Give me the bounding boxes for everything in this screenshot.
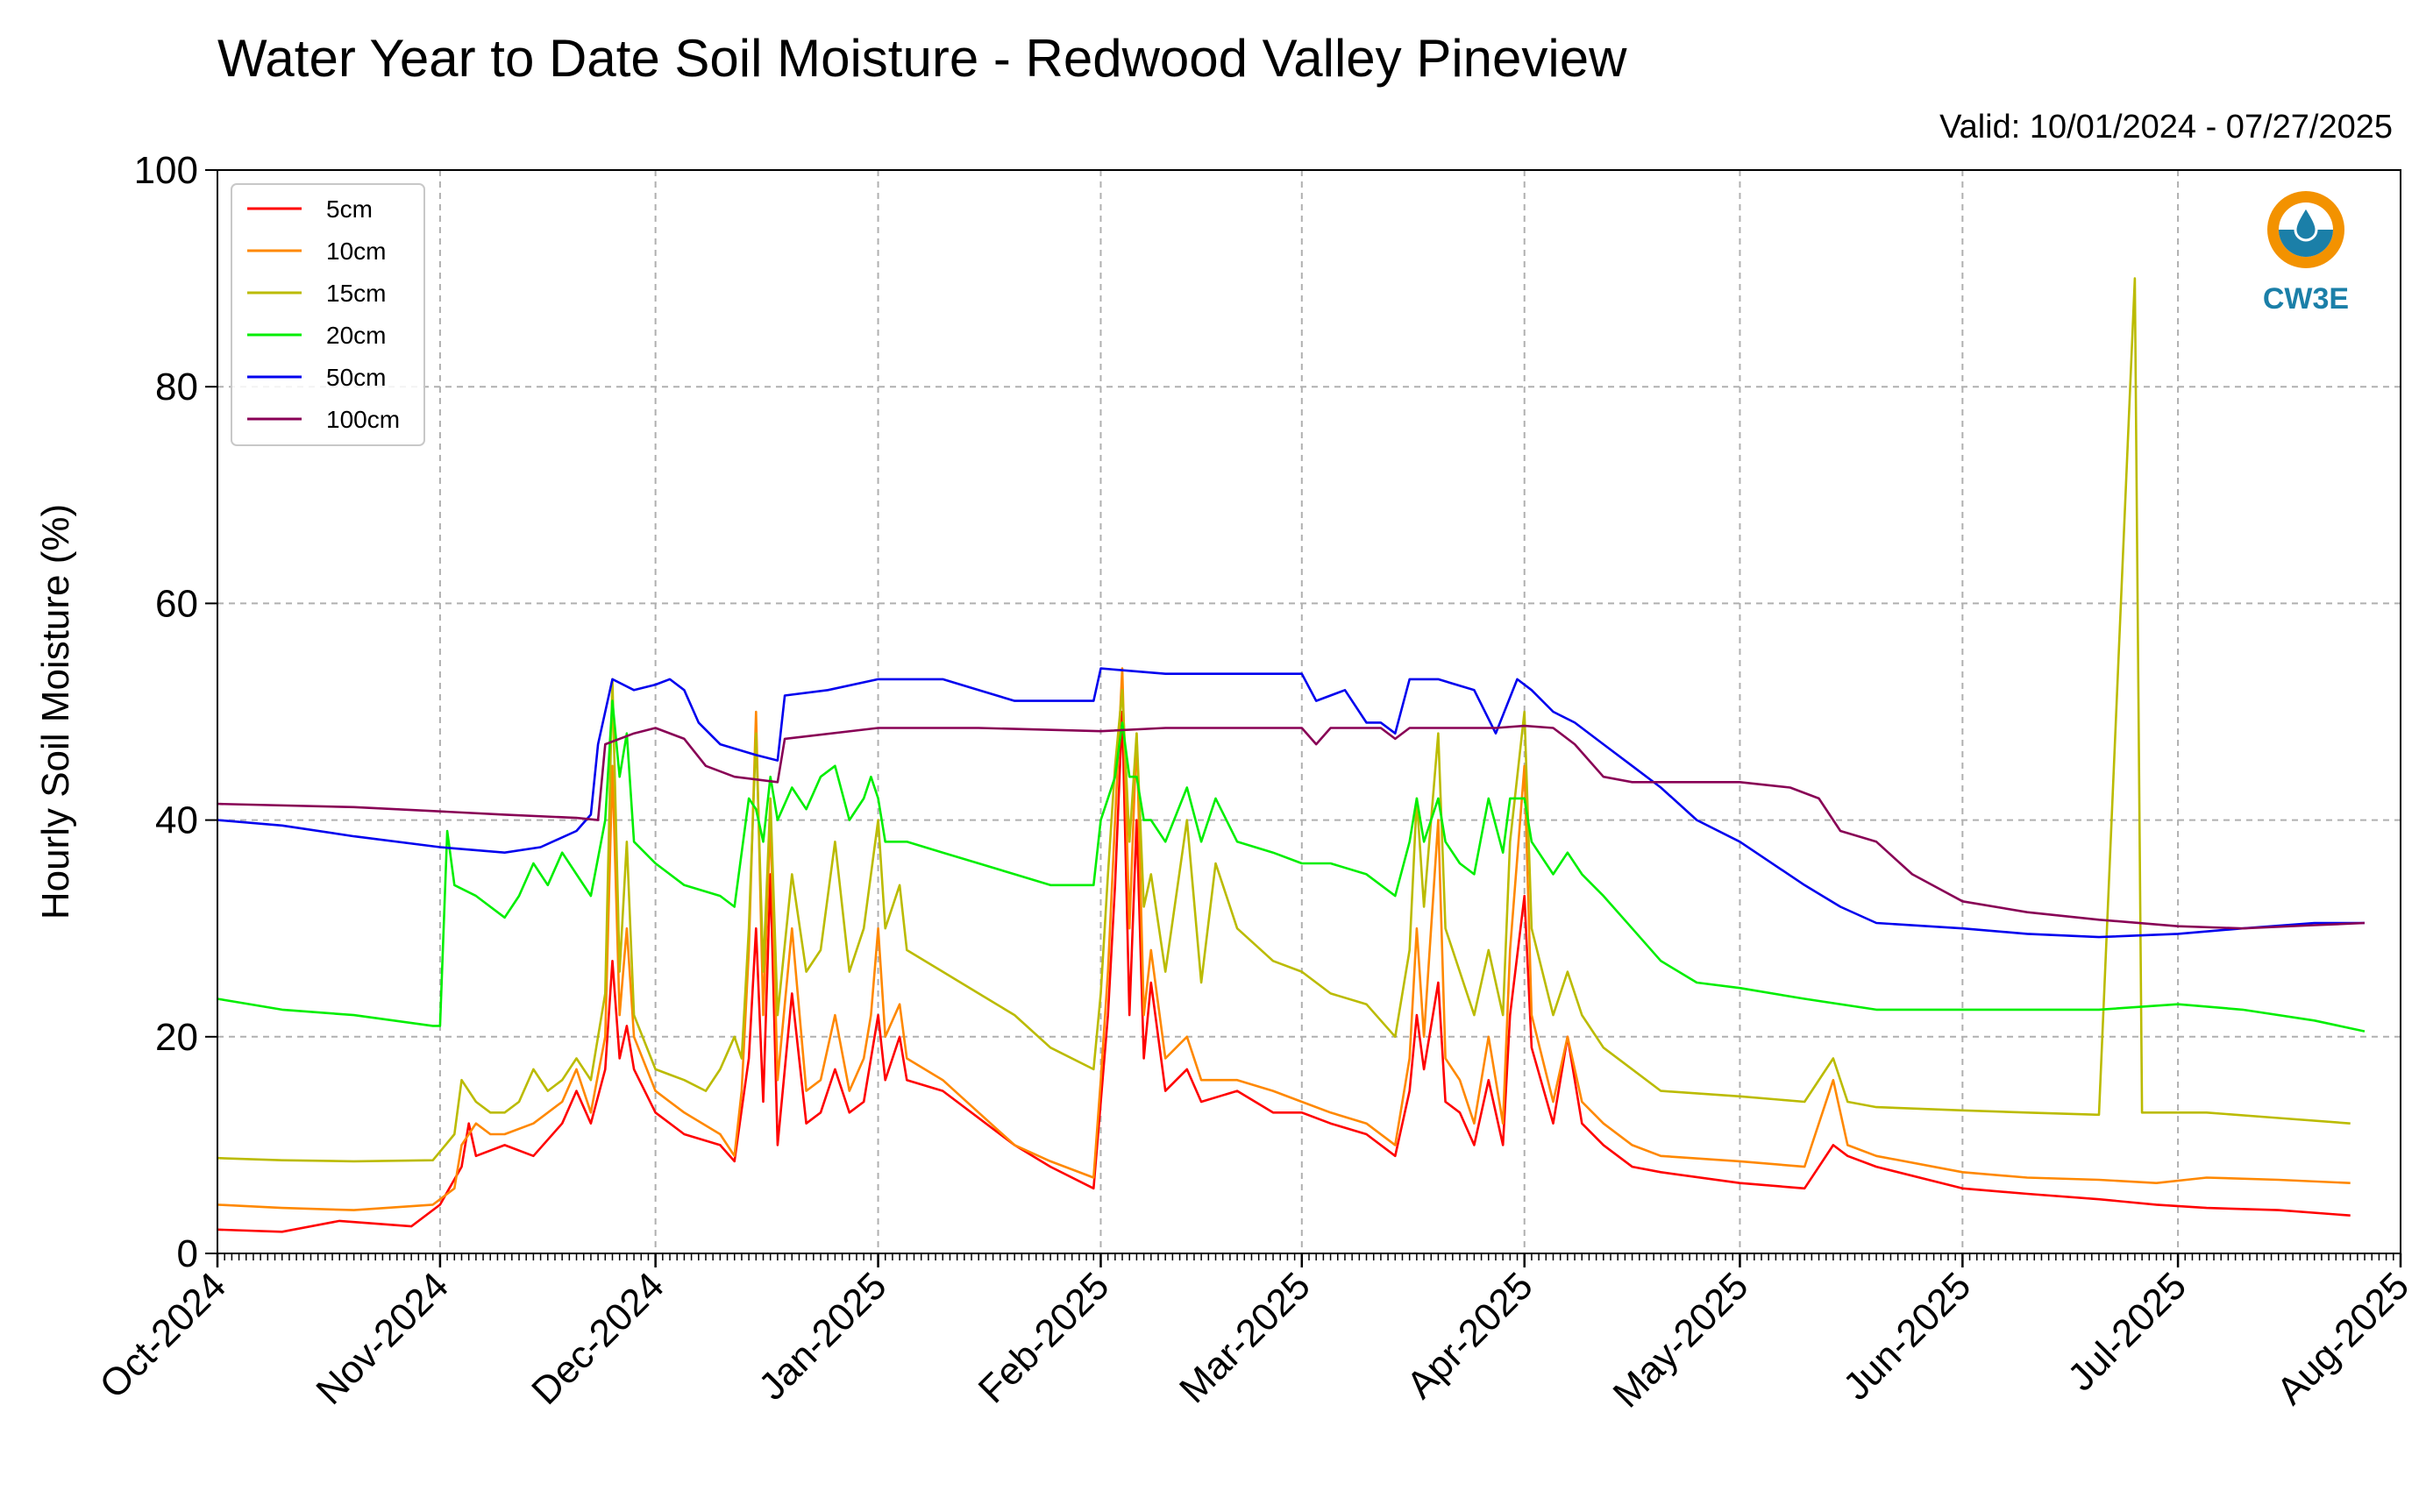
series-line-100cm: [217, 724, 2366, 930]
y-tick-label: 60: [155, 582, 198, 625]
x-tick-label: Dec-2024: [523, 1264, 672, 1413]
valid-date-range: Valid: 10/01/2024 - 07/27/2025: [1939, 109, 2393, 146]
legend-label: 5cm: [326, 195, 373, 223]
axes: 0 20 40 60 80 100 Oct-2024 Nov-2024 Dec-2024 Jan-…: [91, 149, 2417, 1416]
x-tick-label: Nov-2024: [308, 1264, 457, 1413]
series-lines: [217, 277, 2366, 1233]
x-tick-label: Mar-2025: [1171, 1264, 1319, 1411]
grid: [217, 170, 2401, 1253]
legend-label: 100cm: [326, 406, 400, 433]
y-tick-label: 20: [155, 1016, 198, 1059]
water-drop-icon: [2294, 204, 2318, 242]
chart-title: Water Year to Date Soil Moisture - Redwo…: [217, 29, 1627, 88]
y-tick-label: 80: [155, 366, 198, 408]
y-axis-label: Hourly Soil Moisture (%): [34, 504, 77, 919]
x-tick-label: Jan-2025: [751, 1264, 894, 1408]
y-tick-label: 40: [155, 799, 198, 842]
legend-label: 50cm: [326, 364, 386, 391]
legend-label: 15cm: [326, 280, 386, 307]
plot-frame: [217, 169, 2401, 1254]
legend: 5cm 10cm 15cm 20cm 50cm 100cm: [231, 183, 425, 446]
series-line-50cm: [217, 667, 2365, 939]
y-tick-label: 100: [134, 149, 198, 192]
series-line-5cm: [217, 710, 2351, 1233]
legend-label: 10cm: [326, 238, 386, 265]
series-line-15cm: [217, 277, 2351, 1163]
y-tick-label: 0: [177, 1232, 198, 1275]
legend-label: 20cm: [326, 322, 386, 349]
x-tick-label: Jul-2025: [2060, 1264, 2195, 1399]
x-tick-label: Jun-2025: [1835, 1264, 1979, 1408]
logo-text: CW3E: [2263, 282, 2349, 316]
x-tick-label: Feb-2025: [971, 1264, 1118, 1411]
x-tick-label: Apr-2025: [1398, 1264, 1541, 1407]
x-tick-label: Oct-2024: [91, 1264, 234, 1407]
x-tick-label: May-2025: [1605, 1264, 1757, 1416]
series-line-10cm: [217, 667, 2351, 1211]
x-tick-label: Aug-2025: [2268, 1264, 2417, 1413]
cw3e-logo: CW3E: [2263, 191, 2349, 316]
logo-waves: [2279, 230, 2333, 257]
series-line-20cm: [217, 699, 2366, 1033]
